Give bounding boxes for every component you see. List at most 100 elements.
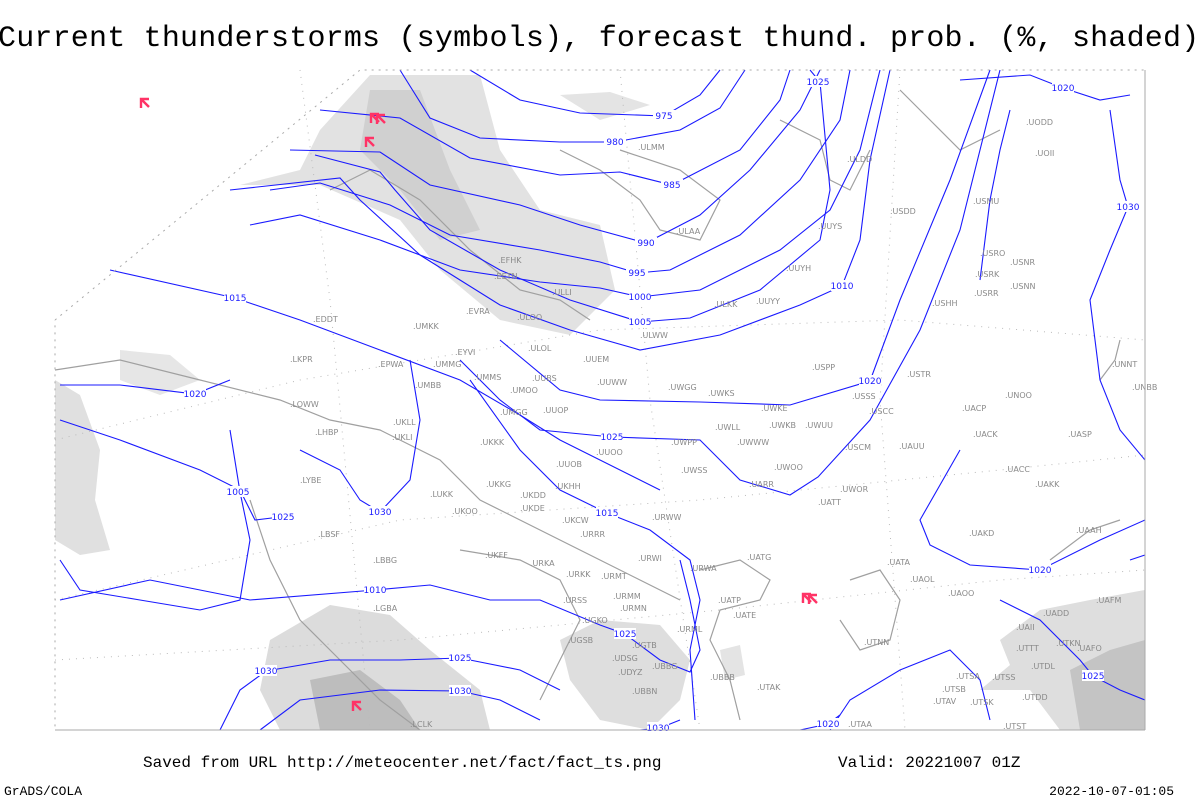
thunderstorm-icon bbox=[364, 136, 375, 147]
isobar-line bbox=[59, 429, 251, 611]
coastline bbox=[1049, 519, 1121, 561]
isobar-label-bg bbox=[807, 76, 829, 87]
isobar-label: 1030 bbox=[255, 667, 278, 677]
station-label: .UWOR bbox=[840, 485, 869, 494]
isobar-line bbox=[269, 69, 851, 274]
thunderstorm-heavy-icon bbox=[801, 592, 818, 604]
coastline bbox=[839, 569, 901, 651]
station-label: .UWSS bbox=[681, 466, 707, 475]
isobar-label-bg bbox=[1052, 82, 1074, 93]
isobar-label-bg bbox=[1117, 201, 1139, 212]
isobar-line bbox=[1129, 554, 1146, 561]
station-label: .ULOO bbox=[517, 313, 542, 322]
station-label: .UBBG bbox=[652, 662, 677, 671]
station-label: .ULKK bbox=[714, 300, 738, 309]
isobar-label-bg bbox=[626, 267, 648, 278]
station-label: .UUYH bbox=[786, 264, 811, 273]
station-label: .UKKG bbox=[486, 480, 511, 489]
probability-shade-area bbox=[1070, 640, 1145, 730]
station-label: .UAAH bbox=[1076, 526, 1102, 535]
station-label: .UMMS bbox=[474, 373, 501, 382]
station-label: .UTAV bbox=[933, 697, 957, 706]
isobar-line bbox=[289, 69, 821, 244]
station-label: .UBBN bbox=[632, 687, 657, 696]
isobar-label: 1020 bbox=[1052, 84, 1075, 94]
station-label: .UWKE bbox=[761, 404, 788, 413]
isobar-label: 1030 bbox=[647, 724, 670, 734]
station-label: .ULMM bbox=[638, 143, 665, 152]
coastline bbox=[899, 89, 1001, 151]
station-label: .UKKK bbox=[480, 438, 505, 447]
station-label: .URMM bbox=[613, 592, 641, 601]
isobar-label: 1020 bbox=[184, 390, 207, 400]
station-label: .UADD bbox=[1043, 609, 1069, 618]
station-label: .UAFO bbox=[1077, 644, 1102, 653]
station-label: .LBBG bbox=[373, 556, 397, 565]
station-label: .LCLK bbox=[410, 720, 433, 729]
isobar-label: 1025 bbox=[449, 654, 472, 664]
isobar-label-bg bbox=[661, 179, 683, 190]
thunderstorm-icon bbox=[351, 700, 362, 711]
isobar-label: 1005 bbox=[227, 488, 250, 498]
station-label: .USCC bbox=[869, 407, 894, 416]
station-label: .UWKS bbox=[708, 389, 735, 398]
station-label: .USRO bbox=[980, 249, 1005, 258]
isobar-line bbox=[499, 69, 991, 406]
station-label: .UWLL bbox=[715, 423, 741, 432]
station-label: .ULOL bbox=[528, 344, 552, 353]
lat-lon-grid bbox=[54, 69, 1146, 731]
coastline bbox=[329, 169, 591, 321]
station-label: .UOII bbox=[1035, 149, 1054, 158]
station-label: .UUYS bbox=[818, 222, 842, 231]
grid-line bbox=[299, 69, 371, 731]
isobar-label-bg bbox=[364, 584, 386, 595]
coastline bbox=[699, 559, 771, 721]
map-frame bbox=[54, 69, 1146, 731]
station-label: .UGKO bbox=[582, 616, 608, 625]
isobar-line bbox=[59, 559, 701, 673]
station-label: .URMT bbox=[601, 572, 627, 581]
software-credit: GrADS/COLA bbox=[4, 784, 83, 799]
station-label: .UTDL bbox=[1031, 662, 1055, 671]
station-label: .LHBP bbox=[315, 428, 339, 437]
station-label: .UATP bbox=[718, 596, 741, 605]
coastline bbox=[249, 499, 421, 731]
station-label: .UTST bbox=[1003, 722, 1026, 731]
isobar-line bbox=[469, 69, 721, 117]
coastlines bbox=[54, 89, 1121, 731]
station-label: .UASP bbox=[1068, 430, 1092, 439]
isobar-label-bg bbox=[272, 511, 294, 522]
isobar-label: 1020 bbox=[817, 720, 840, 730]
isobar-label-bg bbox=[817, 718, 839, 729]
coastline bbox=[779, 119, 871, 191]
station-label: .EPWA bbox=[378, 360, 404, 369]
isobar-label: 990 bbox=[637, 239, 654, 249]
station-label: .URWA bbox=[690, 564, 717, 573]
station-label: .URKA bbox=[530, 559, 555, 568]
map-title: Current thunderstorms (symbols), forecas… bbox=[0, 22, 1200, 56]
station-label: .URRR bbox=[580, 530, 606, 539]
station-labels: .ULMM .ULAA .EFHK .EETN .ULLI .EVRA .ULOO .UMKK… bbox=[290, 118, 1157, 731]
isobar-label: 1020 bbox=[859, 377, 882, 387]
probability-shade-area bbox=[55, 380, 110, 555]
station-label: .UKCW bbox=[562, 516, 589, 525]
station-label: .UKLL bbox=[393, 418, 416, 427]
isobar-label: 1015 bbox=[596, 509, 619, 519]
map-boundary bbox=[54, 69, 1146, 731]
station-label: .UUOB bbox=[556, 460, 582, 469]
probability-shade-area bbox=[560, 620, 690, 730]
isobar-label-bg bbox=[596, 507, 618, 518]
station-label: .ULLI bbox=[552, 288, 572, 297]
station-label: .LYBE bbox=[300, 476, 321, 485]
isobar-label-bg bbox=[629, 291, 651, 302]
station-label: .EYVI bbox=[455, 348, 475, 357]
station-label: .LGBA bbox=[373, 604, 398, 613]
isobar-label-bg bbox=[831, 280, 853, 291]
station-label: .UWGG bbox=[668, 383, 697, 392]
isobar-label-bg bbox=[227, 486, 249, 497]
probability-shade-area bbox=[310, 670, 420, 730]
station-label: .UTKN bbox=[1056, 639, 1081, 648]
station-label: .UMKK bbox=[413, 322, 440, 331]
isobar-line bbox=[319, 69, 791, 186]
